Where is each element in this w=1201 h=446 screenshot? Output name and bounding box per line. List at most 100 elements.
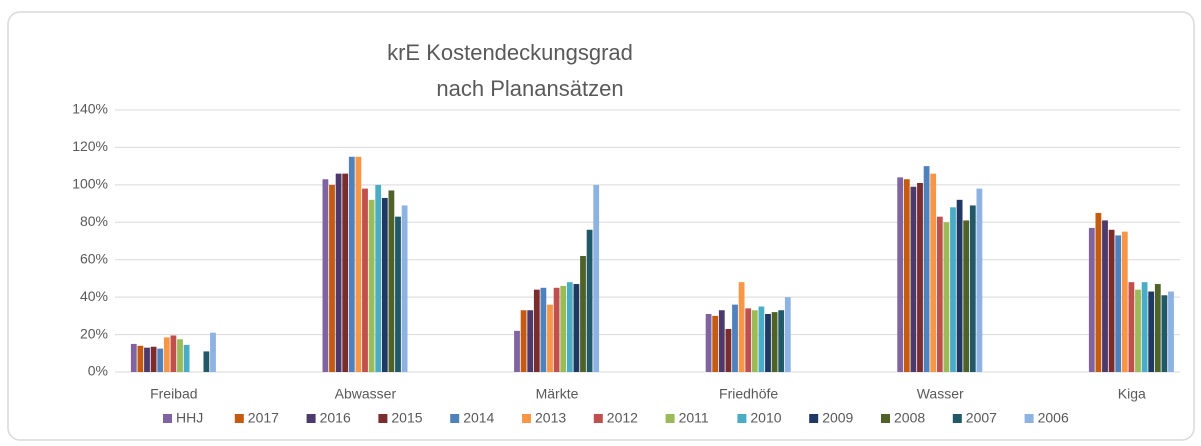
- y-tick-label: 140%: [72, 101, 108, 117]
- bar: [903, 179, 910, 372]
- bar: [342, 173, 349, 372]
- bar: [514, 330, 520, 372]
- bar: [150, 346, 157, 372]
- bar: [157, 348, 164, 372]
- bar: [401, 205, 408, 372]
- bar: [1102, 220, 1108, 372]
- bar: [183, 344, 190, 372]
- legend-label: 2013: [535, 410, 566, 426]
- bar: [758, 306, 765, 372]
- bar: [335, 173, 342, 372]
- bar: [580, 255, 586, 372]
- legend-swatch: [234, 414, 244, 423]
- legend-swatch: [952, 414, 962, 423]
- bar: [203, 351, 210, 372]
- bar: [1148, 291, 1155, 372]
- bar: [950, 207, 956, 372]
- bar: [144, 347, 150, 372]
- y-tick-label: 20%: [80, 325, 108, 341]
- bar: [566, 282, 573, 372]
- bar: [943, 222, 950, 372]
- bar: [163, 337, 170, 372]
- y-tick-label: 60%: [80, 250, 108, 266]
- bar: [930, 173, 937, 372]
- bar: [745, 308, 752, 372]
- bar: [329, 184, 335, 372]
- bar: [732, 304, 738, 372]
- bar: [560, 285, 567, 372]
- chart-title: krE Kostendeckungsgrad: [387, 40, 633, 65]
- bar: [381, 197, 388, 372]
- legend-swatch: [450, 414, 460, 423]
- bar: [1108, 229, 1115, 372]
- y-tick-label: 40%: [80, 288, 108, 304]
- legend-swatch: [1024, 414, 1034, 423]
- x-tick-label: Kiga: [1118, 386, 1146, 402]
- y-tick-label: 80%: [80, 213, 108, 229]
- legend-swatch: [163, 414, 172, 423]
- x-tick-label: Wasser: [917, 386, 964, 402]
- bar: [778, 310, 785, 372]
- bar: [1161, 295, 1168, 372]
- bar: [751, 310, 758, 372]
- bar: [738, 282, 745, 372]
- bar: [586, 229, 593, 372]
- x-tick-label: Friedhöfe: [719, 386, 778, 402]
- y-tick-label: 120%: [72, 138, 108, 154]
- bar: [718, 310, 725, 372]
- bar: [1135, 289, 1141, 372]
- bar: [1168, 291, 1174, 372]
- legend-label: 2012: [607, 410, 638, 426]
- bar: [388, 190, 395, 372]
- bar: [527, 310, 534, 372]
- bar: [553, 287, 560, 372]
- bar: [348, 156, 355, 372]
- bar: [765, 313, 771, 372]
- bar: [923, 166, 930, 372]
- bar: [897, 177, 904, 372]
- bar: [533, 289, 540, 372]
- legend-label: 2009: [822, 410, 853, 426]
- bar: [917, 182, 923, 372]
- bar: [969, 205, 976, 372]
- bar: [1115, 235, 1122, 372]
- bar: [976, 188, 983, 372]
- x-tick-label: Märkte: [536, 386, 579, 402]
- bar: [712, 315, 719, 372]
- legend-label: 2017: [248, 410, 279, 426]
- legend-swatch: [593, 414, 603, 423]
- bar: [593, 184, 600, 372]
- legend-swatch: [809, 414, 819, 423]
- legend-label: 2015: [391, 410, 422, 426]
- bar: [375, 184, 382, 372]
- bar: [540, 287, 547, 372]
- bar: [1154, 284, 1161, 372]
- bar: [130, 343, 137, 372]
- bar: [910, 186, 917, 372]
- bar: [1121, 231, 1128, 372]
- bar: [784, 297, 791, 372]
- legend-label: 2011: [679, 410, 709, 426]
- bar: [1095, 212, 1102, 372]
- legend-swatch: [665, 414, 675, 423]
- legend-label: 2016: [320, 410, 351, 426]
- bar: [137, 345, 144, 372]
- legend-label: HHJ: [176, 410, 203, 426]
- legend-label: 2006: [1038, 410, 1069, 426]
- bar: [936, 216, 943, 372]
- legend-label: 2010: [750, 410, 781, 426]
- legend-label: 2014: [463, 410, 494, 426]
- legend-swatch: [522, 414, 531, 423]
- legend-label: 2007: [966, 410, 997, 426]
- x-tick-label: Freibad: [150, 386, 197, 402]
- legend-swatch: [378, 414, 388, 423]
- bar: [355, 156, 362, 372]
- bar: [395, 216, 401, 372]
- y-tick-label: 100%: [72, 176, 108, 192]
- bar: [547, 304, 553, 372]
- bar: [1128, 282, 1135, 372]
- bar: [725, 328, 732, 372]
- chart-title: nach Planansätzen: [436, 76, 623, 101]
- x-tick-label: Abwasser: [335, 386, 397, 402]
